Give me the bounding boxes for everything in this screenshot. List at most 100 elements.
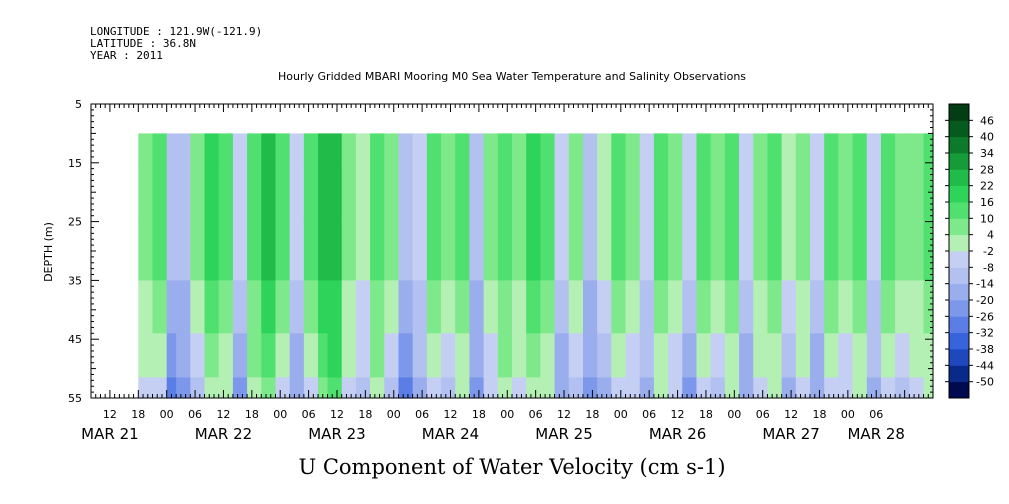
heatmap-cell (795, 377, 811, 399)
colorbar-label: -32 (976, 327, 994, 340)
heatmap-cell (526, 133, 541, 164)
heatmap-cell (512, 280, 527, 334)
heatmap-cell (218, 133, 234, 164)
colorbar-label: 4 (987, 229, 994, 242)
x-hour-label: 00 (387, 408, 401, 421)
heatmap-cell (653, 333, 669, 379)
heatmap-cell (412, 133, 428, 164)
heatmap-cell (303, 221, 319, 281)
heatmap-cell (218, 221, 234, 281)
heatmap-cell (341, 377, 357, 399)
heatmap-cell (838, 221, 854, 281)
heatmap-cell (218, 162, 234, 223)
heatmap-cell (398, 221, 414, 281)
heatmap-cell (261, 221, 277, 281)
colorbar-swatch (949, 349, 969, 366)
heatmap-cell (218, 333, 234, 379)
x-date-label: MAR 27 (762, 425, 819, 443)
heatmap-cell (611, 162, 627, 223)
heatmap-cell (455, 162, 471, 223)
heatmap-cell (795, 162, 811, 223)
heatmap-cell (441, 280, 456, 334)
heatmap-cell (923, 280, 934, 334)
heatmap-cell (909, 333, 925, 379)
y-axis-label: DEPTH (m) (42, 222, 55, 282)
latitude-label: LATITUDE : 36.8N (90, 37, 196, 50)
heatmap-cell (327, 133, 343, 164)
heatmap-cell (753, 133, 769, 164)
heatmap-cell (483, 280, 499, 334)
y-tick-label: 5 (75, 98, 82, 111)
heatmap-cell (190, 162, 206, 223)
heatmap-cell (398, 377, 414, 399)
heatmap-cell (909, 221, 925, 281)
x-hour-label: 00 (841, 408, 855, 421)
heatmap-cell (781, 221, 797, 281)
heatmap-cell (204, 280, 220, 334)
heatmap-cell (247, 280, 262, 334)
heatmap-cell (355, 221, 371, 281)
heatmap-cell (512, 333, 527, 379)
heatmap-cell (923, 333, 934, 379)
heatmap-cell (303, 377, 319, 399)
longitude-label: LONGITUDE : 121.9W(-121.9) (90, 25, 262, 38)
x-date-label: MAR 22 (195, 425, 252, 443)
heatmap-cell (232, 377, 248, 399)
heatmap-cell (190, 333, 206, 379)
heatmap-cell (852, 221, 868, 281)
heatmap-cell (895, 377, 910, 399)
heatmap-cell (710, 280, 726, 334)
heatmap-cell (370, 333, 385, 379)
heatmap-cell (152, 377, 168, 399)
heatmap-cell (668, 377, 683, 399)
heatmap-cell (152, 221, 168, 281)
heatmap-cell (483, 377, 499, 399)
x-hour-label: 12 (557, 408, 571, 421)
heatmap-cell (739, 377, 754, 399)
heatmap-cell (483, 133, 499, 164)
heatmap-cell (441, 133, 456, 164)
heatmap-cell (810, 221, 825, 281)
heatmap-cell (781, 280, 797, 334)
heatmap-cell (176, 333, 191, 379)
y-axis: 5 15 25 35 45 55 (68, 98, 933, 405)
heatmap-cell (923, 377, 934, 399)
heatmap-cell (909, 377, 925, 399)
colorbar-swatch (949, 267, 969, 285)
heatmap-cell (512, 377, 527, 399)
heatmap-cell (653, 377, 669, 399)
heatmap-cell (696, 162, 712, 223)
x-hour-label: 00 (614, 408, 628, 421)
heatmap-cell (597, 333, 612, 379)
y-tick-label: 45 (68, 333, 82, 346)
heatmap-cell (232, 280, 248, 334)
heatmap-cell (275, 162, 291, 223)
heatmap-cell (441, 377, 456, 399)
heatmap-cell (568, 133, 584, 164)
heatmap-cell (441, 221, 456, 281)
heatmap-cell (455, 377, 471, 399)
heatmap-cell (289, 377, 305, 399)
heatmap-cell (582, 377, 598, 399)
heatmap-cell (341, 221, 357, 281)
heatmap-cell (512, 133, 527, 164)
heatmap-cell (318, 162, 329, 223)
heatmap-cell (554, 280, 570, 334)
heatmap-cell (469, 162, 485, 223)
heatmap-cell (724, 133, 740, 164)
heatmap-cell (810, 133, 825, 164)
heatmap-cell (625, 377, 641, 399)
heatmap-cell (653, 280, 669, 334)
heatmap-cell (880, 162, 896, 223)
heatmap-cell (303, 162, 319, 223)
heatmap-cell (838, 280, 854, 334)
heatmap-cell (152, 133, 168, 164)
heatmap-cell (384, 162, 400, 223)
heatmap-cell (880, 133, 896, 164)
heatmap-cell (261, 162, 277, 223)
x-hour-label: 06 (188, 408, 202, 421)
heatmap-cell (526, 221, 541, 281)
heatmap-cell (710, 133, 726, 164)
heatmap-cell (866, 133, 882, 164)
